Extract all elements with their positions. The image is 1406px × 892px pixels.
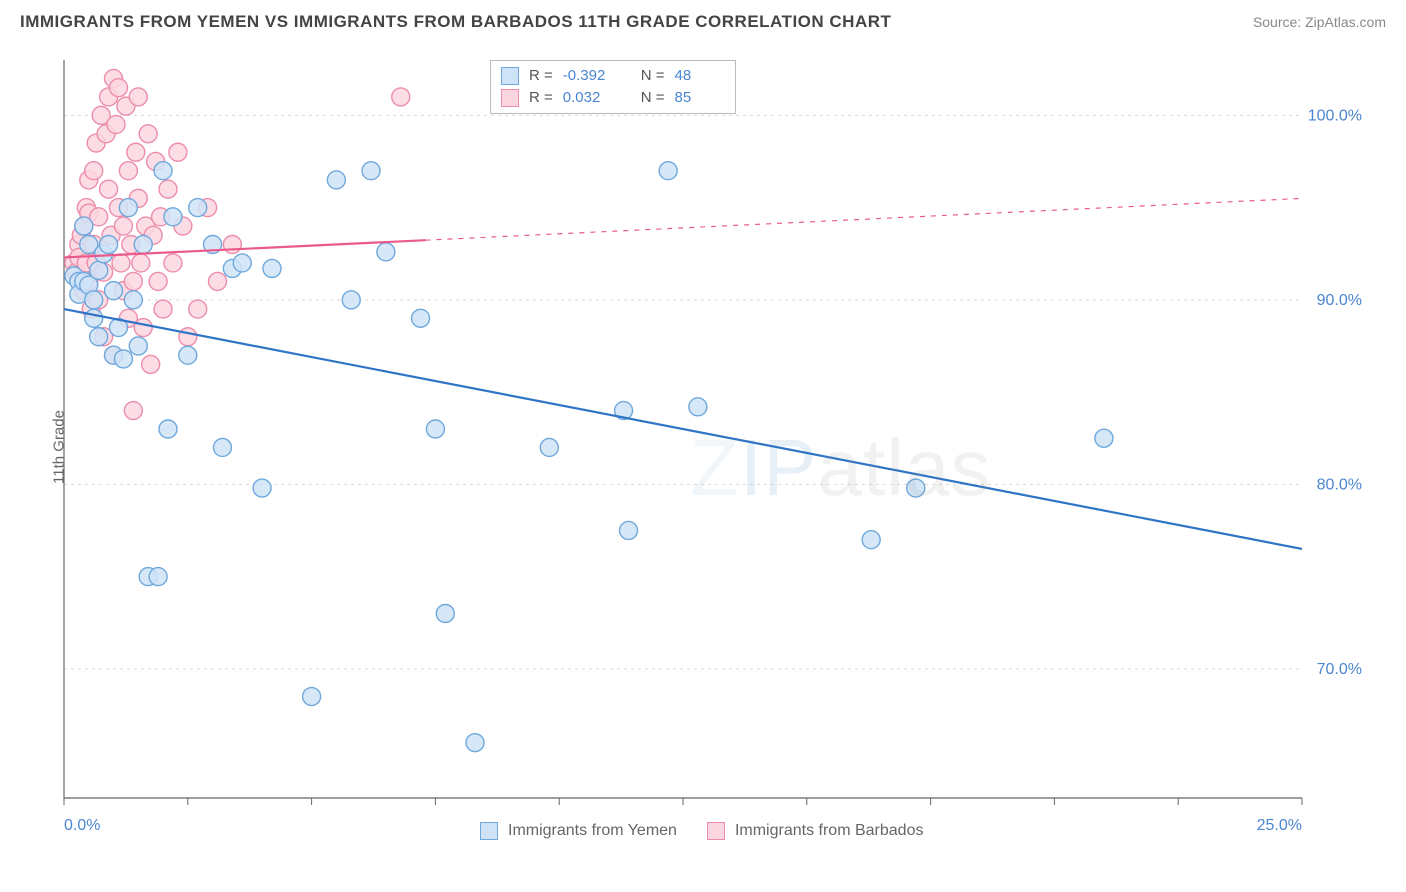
scatter-plot: 0.0% 25.0% 70.0% 80.0% 90.0% 100.0% [50, 52, 1390, 842]
svg-text:70.0%: 70.0% [1317, 661, 1362, 678]
svg-text:0.0%: 0.0% [64, 817, 100, 834]
legend-label-barbados: Immigrants from Barbados [735, 820, 924, 842]
legend-swatch-yemen-2 [480, 822, 498, 840]
chart-title: IMMIGRANTS FROM YEMEN VS IMMIGRANTS FROM… [20, 12, 891, 32]
chart-source: Source: ZipAtlas.com [1253, 14, 1386, 30]
svg-text:90.0%: 90.0% [1317, 292, 1362, 309]
legend-swatch-barbados-2 [707, 822, 725, 840]
legend-series: Immigrants from Yemen Immigrants from Ba… [480, 820, 923, 842]
legend-item-barbados: Immigrants from Barbados [707, 820, 924, 842]
svg-text:25.0%: 25.0% [1257, 817, 1302, 834]
chart-container: 11th Grade 0.0%25.0%70.0%80.0%90.0%100.0… [50, 52, 1390, 842]
legend-label-yemen: Immigrants from Yemen [508, 820, 677, 842]
svg-text:80.0%: 80.0% [1317, 476, 1362, 493]
svg-text:100.0%: 100.0% [1308, 107, 1362, 124]
legend-item-yemen: Immigrants from Yemen [480, 820, 677, 842]
